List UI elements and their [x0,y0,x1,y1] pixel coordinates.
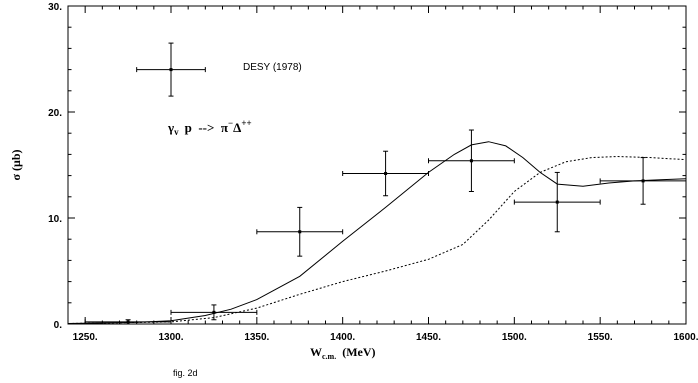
data-point [513,171,601,233]
y-tick-label: 30. [48,2,62,13]
x-tick-label: 1600. [673,332,698,343]
x-tick-label: 1350. [244,332,269,343]
data-point [428,129,515,192]
data-point [599,157,687,205]
data-point [170,304,258,321]
reaction-label: γv p --> π−Δ++ [167,118,252,137]
y-tick-label: 10. [48,214,62,225]
y-tick-label: 0. [54,320,63,331]
axis-ticks [67,5,687,325]
figure-caption: fig. 2d [173,368,198,378]
y-axis-label: σ (μb) [9,150,23,181]
legend-marker [136,42,206,97]
data-point [256,206,344,257]
dotted-curve [67,155,687,324]
legend-label: DESY (1978) [243,62,302,73]
legend [136,42,206,97]
x-axis-label: Wc.m. (MeV) [310,345,376,361]
data-point [84,319,172,325]
solid-curve [67,141,687,324]
axis-tick-labels: 1250. 1300. 1350. 1400. 1450. 1500. 1550. 1600.… [48,2,698,343]
data-points [84,129,687,325]
x-tick-label: 1300. [158,332,183,343]
x-tick-label: 1250. [73,332,98,343]
x-tick-label: 1450. [416,332,441,343]
data-point [342,150,429,197]
x-tick-label: 1550. [588,332,613,343]
y-tick-label: 20. [48,108,62,119]
x-tick-label: 1500. [502,332,527,343]
x-tick-label: 1400. [330,332,355,343]
plot-frame [67,5,687,325]
theory-curves [67,141,687,324]
